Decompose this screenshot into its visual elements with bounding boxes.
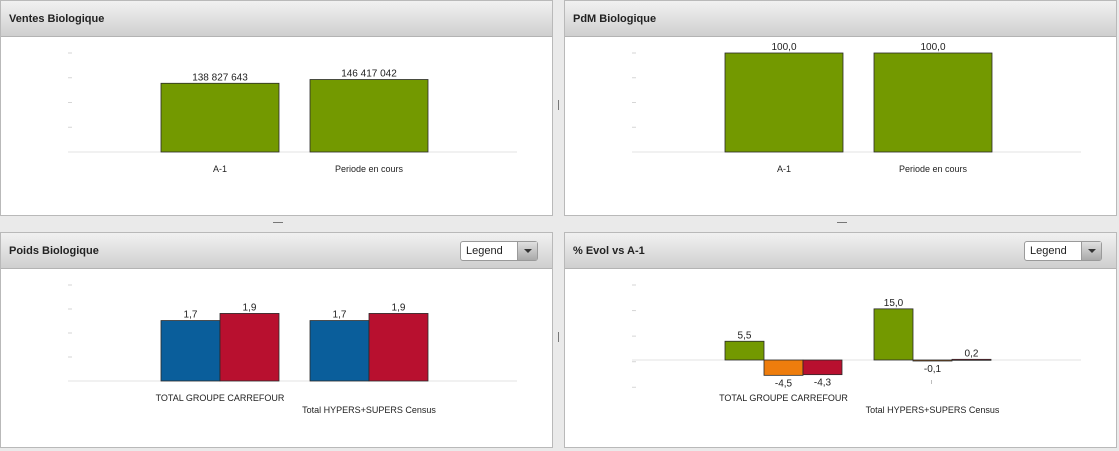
- panel-title: % Evol vs A-1: [573, 245, 645, 257]
- panel-header: PdM Biologique: [565, 1, 1116, 37]
- y-ticks: [632, 52, 636, 153]
- bar[interactable]: [873, 308, 914, 361]
- bar[interactable]: [160, 320, 221, 382]
- data-label: -0,1: [924, 364, 942, 375]
- data-label: 146 417 042: [341, 69, 397, 80]
- chart-pdm-biologique: 100,0 A-1 100,0 Periode en cours: [632, 42, 1081, 174]
- legend-dropdown-value: Legend: [1030, 245, 1067, 257]
- panel-pdm-biologique: PdM Biologique 100,0 A-1 100,0 Periode en c…: [564, 0, 1117, 216]
- bar[interactable]: [951, 358, 992, 361]
- panel-header: Poids Biologique Legend: [1, 233, 552, 269]
- data-label: 0,2: [965, 348, 979, 359]
- chevron-down-icon[interactable]: [1081, 242, 1101, 260]
- bar[interactable]: [912, 359, 953, 362]
- data-label: -4,3: [814, 378, 832, 389]
- chart-evol-vs-a1: 5,5 -4,5 -4,3 TOTAL GROUPE CARREFOUR 15,0 -0,…: [632, 284, 1081, 415]
- panel-poids-biologique: Poids Biologique Legend 1,7 1,9 TOTAL GROU…: [0, 232, 553, 448]
- legend-dropdown-value: Legend: [466, 245, 503, 257]
- panel-evol-vs-a1: % Evol vs A-1 Legend 5,5 -4,5 -4,3 TOTAL GR…: [564, 232, 1117, 448]
- chevron-down-icon[interactable]: [517, 242, 537, 260]
- category-label: Total HYPERS+SUPERS Census: [866, 405, 1000, 415]
- panel-title: Poids Biologique: [9, 245, 99, 257]
- y-ticks: [632, 284, 636, 388]
- data-label: 15,0: [884, 298, 904, 309]
- panel-ventes-biologique: Ventes Biologique 138 827 643 A-1 146 417 …: [0, 0, 553, 216]
- category-label: TOTAL GROUPE CARREFOUR: [719, 393, 848, 403]
- splitter-handle[interactable]: [837, 222, 847, 223]
- legend-dropdown[interactable]: Legend: [1024, 241, 1102, 261]
- y-ticks: [68, 284, 72, 382]
- bar[interactable]: [724, 340, 765, 361]
- data-label: 100,0: [771, 42, 796, 53]
- bar[interactable]: [160, 82, 280, 153]
- y-ticks: [68, 52, 72, 153]
- data-label: 1,9: [392, 302, 406, 313]
- data-label: 1,9: [243, 302, 257, 313]
- panel-title: Ventes Biologique: [9, 13, 105, 25]
- panel-header: % Evol vs A-1 Legend: [565, 233, 1116, 269]
- panel-header: Ventes Biologique: [1, 1, 552, 37]
- bar[interactable]: [309, 79, 429, 153]
- bar[interactable]: [219, 313, 280, 382]
- bar[interactable]: [802, 359, 843, 376]
- data-label: 138 827 643: [192, 72, 248, 83]
- category-label: Total HYPERS+SUPERS Census: [302, 405, 436, 415]
- category-label: Periode en cours: [335, 164, 404, 174]
- category-label: TOTAL GROUPE CARREFOUR: [156, 393, 285, 403]
- data-label: 1,7: [333, 310, 347, 321]
- bar[interactable]: [724, 52, 844, 153]
- bar[interactable]: [368, 313, 429, 382]
- bar[interactable]: [763, 359, 804, 376]
- bar[interactable]: [873, 52, 993, 153]
- splitter-handle[interactable]: [558, 100, 559, 110]
- category-label: A-1: [777, 164, 791, 174]
- category-label: Periode en cours: [899, 164, 968, 174]
- splitter-handle[interactable]: [273, 222, 283, 223]
- data-label: -4,5: [775, 378, 793, 389]
- category-label: A-1: [213, 164, 227, 174]
- chart-poids-biologique: 1,7 1,9 TOTAL GROUPE CARREFOUR 1,7 1,9 Total …: [68, 284, 517, 415]
- bar[interactable]: [309, 320, 370, 382]
- splitter-handle[interactable]: [558, 332, 559, 342]
- panel-title: PdM Biologique: [573, 13, 657, 25]
- data-label: 5,5: [738, 330, 752, 341]
- data-label: 100,0: [920, 42, 945, 53]
- data-label: 1,7: [184, 310, 198, 321]
- legend-dropdown[interactable]: Legend: [460, 241, 538, 261]
- chart-ventes-biologique: 138 827 643 A-1 146 417 042 Periode en cour…: [68, 52, 517, 174]
